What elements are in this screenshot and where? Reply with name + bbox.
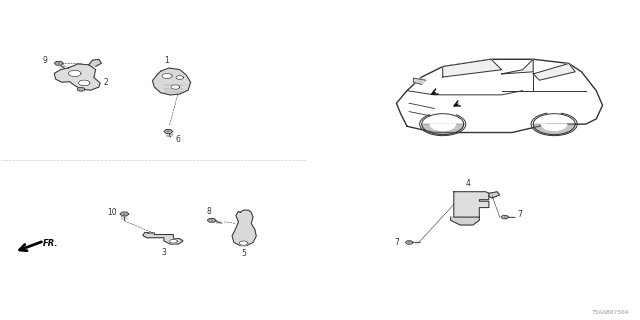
Text: 8: 8 (206, 206, 211, 215)
Polygon shape (164, 130, 173, 133)
Polygon shape (489, 192, 500, 198)
Polygon shape (239, 241, 248, 245)
Polygon shape (143, 232, 183, 244)
Polygon shape (171, 85, 180, 89)
Polygon shape (68, 70, 81, 76)
Polygon shape (533, 63, 575, 80)
Polygon shape (501, 215, 509, 219)
Polygon shape (430, 124, 455, 131)
Text: 1: 1 (164, 56, 170, 65)
Text: 3: 3 (161, 248, 166, 257)
Polygon shape (176, 76, 184, 79)
Polygon shape (152, 68, 191, 95)
Text: 7: 7 (518, 210, 522, 219)
Polygon shape (454, 192, 489, 217)
Text: 10: 10 (107, 208, 116, 217)
Polygon shape (451, 217, 479, 225)
Polygon shape (54, 64, 100, 90)
Polygon shape (422, 124, 464, 135)
Polygon shape (207, 219, 216, 222)
Text: 4: 4 (465, 179, 470, 188)
Polygon shape (502, 59, 533, 74)
Polygon shape (396, 59, 602, 132)
Text: 5: 5 (241, 250, 246, 259)
Polygon shape (533, 124, 575, 135)
Text: FR.: FR. (43, 239, 58, 248)
Polygon shape (162, 73, 172, 78)
Polygon shape (413, 78, 426, 84)
Polygon shape (443, 59, 502, 77)
Polygon shape (405, 241, 413, 244)
Text: 9: 9 (42, 56, 47, 65)
Text: T5AAB0750A: T5AAB0750A (591, 310, 629, 315)
Polygon shape (170, 239, 177, 243)
Text: 2: 2 (103, 78, 108, 87)
Polygon shape (232, 210, 256, 246)
Polygon shape (89, 60, 101, 67)
Text: 6: 6 (176, 135, 181, 144)
Text: 7: 7 (395, 238, 399, 247)
Polygon shape (79, 80, 90, 86)
Circle shape (77, 87, 85, 91)
Polygon shape (120, 212, 129, 216)
Polygon shape (541, 124, 567, 131)
Polygon shape (54, 61, 63, 65)
